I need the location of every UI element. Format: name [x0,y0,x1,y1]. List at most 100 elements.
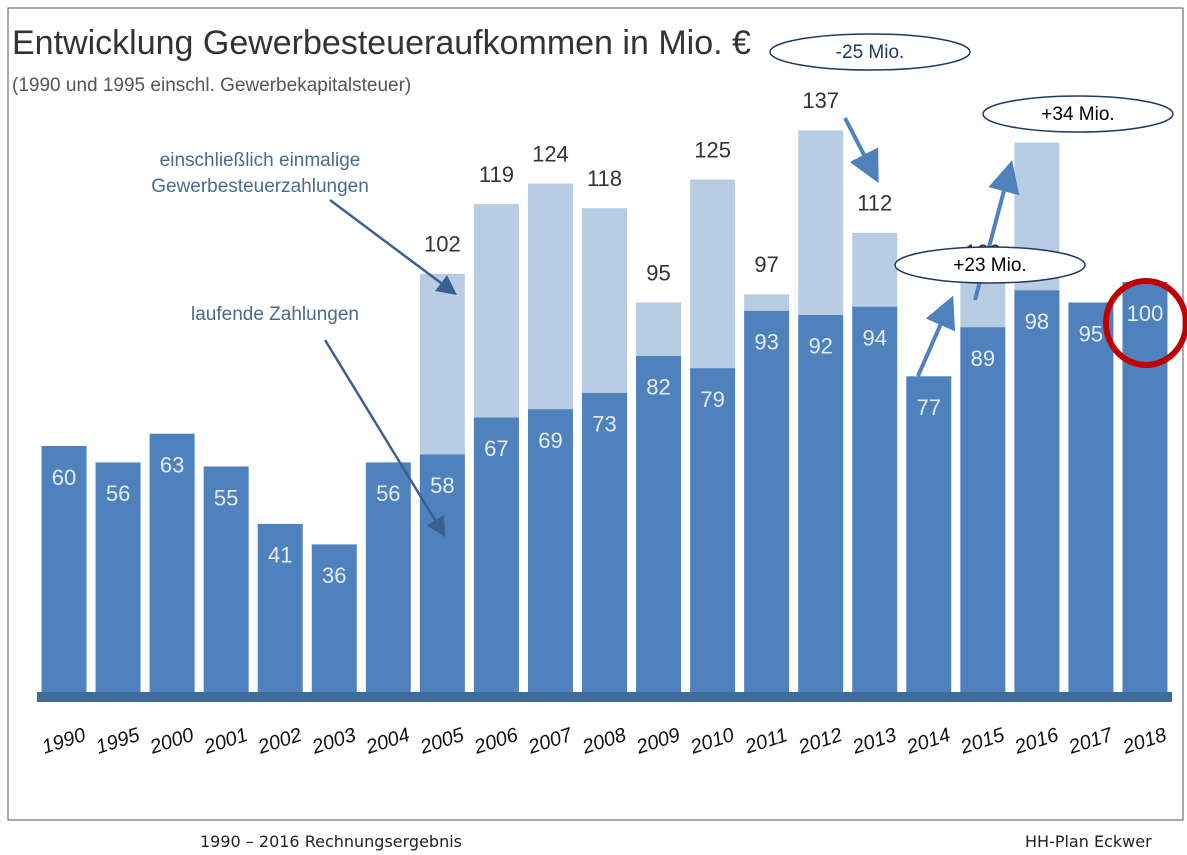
chart-subtitle: (1990 und 1995 einschl. Gewerbekapitalst… [12,75,411,96]
legend-arrow [329,198,458,295]
bar-segment [744,294,790,311]
total-label: 119 [479,162,514,187]
x-tick-label: 2005 [417,724,468,759]
highlight-circle [1103,278,1187,368]
bar-segment [690,179,736,369]
x-tick-label: 2018 [1119,724,1169,759]
value-label: 56 [376,481,400,506]
callout-arrow [843,117,879,184]
value-label: 93 [754,330,778,355]
bar-segment [852,306,898,692]
value-label: 60 [52,465,76,490]
x-tick-label: 1990 [39,724,88,759]
x-tick-label: 2013 [849,724,899,759]
callout [982,95,1174,133]
value-label: 58 [430,473,454,498]
bar-segment [203,466,249,692]
bar-segment [419,454,465,692]
bar-segment [311,544,357,692]
total-label: 124 [532,141,569,166]
bar-segment [1014,290,1060,692]
bar-segment [419,273,465,455]
callout [894,246,1086,284]
bar-segment [798,130,844,315]
value-label: 100 [1127,301,1164,326]
x-tick-label: 2007 [525,724,576,759]
callout [769,33,971,71]
value-label: 82 [646,375,670,400]
bar-segment [257,523,303,692]
bar-segment [473,204,519,418]
callout-text: -25 Mio. [836,42,905,63]
bar-segment [41,446,87,692]
value-label: 36 [322,563,346,588]
x-tick-label: 2009 [633,724,683,759]
footer-note: HH-Plan Eckwer [1025,832,1152,851]
bar-segment [527,409,573,692]
x-tick-label: 2010 [687,724,737,759]
total-label: 125 [694,137,731,162]
x-tick-label: 2015 [957,724,1008,759]
bar-segment [690,368,736,692]
callout-text: +23 Mio. [953,255,1026,276]
x-tick-label: 2014 [903,724,953,759]
frame [7,7,1184,821]
value-label: 55 [214,485,238,510]
legend-label: einschließlich einmalige Gewerbesteuerza… [151,150,369,197]
bar-segment [95,462,141,692]
bar-segment [906,376,952,692]
x-tick-label: 2006 [471,724,522,759]
chart-title: Entwicklung Gewerbesteueraufkommen in Mi… [12,24,751,62]
bar-segment [149,433,195,692]
value-label: 56 [106,481,130,506]
bar-segment [365,462,411,692]
value-label: 77 [917,395,941,420]
x-tick-label: 2017 [1065,724,1116,759]
bar-segment [960,327,1006,692]
bar-segment [852,232,898,307]
value-label: 95 [1079,321,1103,346]
total-label: 97 [754,252,778,277]
x-tick-label: 2003 [309,724,359,759]
bar-segment [582,208,627,393]
value-label: 92 [808,334,832,359]
value-label: 69 [538,428,562,453]
value-label: 89 [971,346,995,371]
x-tick-label: 1995 [93,724,143,759]
value-label: 79 [700,387,724,412]
bar-segment [798,314,844,692]
total-label: 118 [587,166,622,191]
value-label: 63 [160,453,184,478]
x-tick-label: 2001 [200,724,250,759]
bar-segment [473,417,519,692]
bar-segment [527,183,573,410]
x-tick-label: 2012 [795,724,845,759]
x-tick-label: 2008 [579,724,629,759]
footer-note: 1990 – 2016 Rechnungsergebnis [200,832,463,851]
x-tick-label: 2011 [742,724,791,759]
x-tick-label: 2016 [1011,724,1062,759]
legend-arrow [323,339,446,538]
bar-segment [636,355,682,692]
callout-arrow [916,295,956,377]
callout-text: +34 Mio. [1041,104,1114,125]
bar-segment [636,302,682,356]
plot: 60 1990 56 1995 63 2000 55 2001 41 2002 36 2003 56 20… [37,88,1172,759]
total-label: 95 [646,260,670,285]
x-tick-label: 2002 [254,724,304,759]
bar-segment [744,310,790,692]
bar-segment [1068,302,1114,692]
total-label: 102 [424,232,461,257]
value-label: 98 [1025,309,1049,334]
x-tick-label: 2000 [146,724,196,759]
bar-segment [582,392,627,692]
value-label: 73 [592,412,616,437]
baseline [37,692,1172,702]
bar-segment [960,282,1006,328]
value-label: 94 [862,325,886,350]
total-label: 112 [857,191,892,216]
legend-label: laufende Zahlungen [191,304,359,325]
value-label: 41 [268,543,292,568]
